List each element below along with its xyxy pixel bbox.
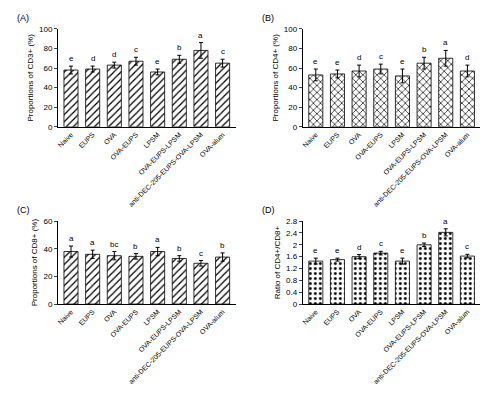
svg-text:OVA-alum: OVA-alum (443, 131, 471, 159)
svg-text:80: 80 (43, 44, 52, 53)
svg-text:e: e (313, 246, 318, 255)
svg-text:0: 0 (48, 300, 53, 309)
svg-text:OVA-alum: OVA-alum (198, 308, 226, 336)
svg-text:OVA-alum: OVA-alum (198, 131, 226, 159)
svg-text:60: 60 (43, 64, 52, 73)
svg-text:e: e (400, 246, 405, 255)
svg-text:OVA-EUPS-LPSM: OVA-EUPS-LPSM (382, 308, 427, 353)
svg-text:c: c (379, 239, 383, 248)
svg-text:a: a (198, 31, 203, 40)
svg-text:20: 20 (288, 103, 297, 112)
svg-text:b: b (220, 241, 225, 250)
svg-text:2.4: 2.4 (286, 229, 298, 238)
svg-text:2: 2 (293, 241, 298, 250)
svg-text:c: c (379, 52, 383, 61)
svg-text:c: c (465, 242, 469, 251)
svg-text:b: b (422, 45, 427, 54)
svg-text:0.8: 0.8 (286, 276, 298, 285)
svg-text:OVA-EUPS-LPSM: OVA-EUPS-LPSM (137, 131, 182, 176)
svg-text:0: 0 (293, 123, 298, 132)
svg-text:anti-DEC-205-EUPS-OVA-LPSM: anti-DEC-205-EUPS-OVA-LPSM (372, 131, 449, 208)
svg-text:a: a (443, 217, 448, 226)
svg-text:b: b (133, 242, 138, 251)
svg-text:2.8: 2.8 (286, 217, 298, 226)
svg-text:OVA-EUPS: OVA-EUPS (109, 131, 139, 161)
svg-text:anti-DEC-205-EUPS-OVA-LPSM: anti-DEC-205-EUPS-OVA-LPSM (127, 131, 204, 208)
svg-text:e: e (69, 54, 74, 63)
svg-text:Naive: Naive (57, 308, 75, 326)
svg-text:(D): (D) (262, 205, 275, 215)
svg-text:b: b (177, 244, 182, 253)
svg-text:OVA: OVA (102, 308, 117, 323)
svg-text:LPSM: LPSM (142, 308, 161, 327)
svg-text:d: d (91, 54, 95, 63)
svg-text:anti-DEC-205-EUPS-OVA-LPSM: anti-DEC-205-EUPS-OVA-LPSM (127, 308, 204, 385)
svg-text:Proportions of CD8+ (%): Proportions of CD8+ (%) (30, 219, 39, 307)
svg-text:40: 40 (43, 83, 52, 92)
svg-text:b: b (177, 43, 182, 52)
svg-text:b: b (422, 231, 427, 240)
svg-text:Ratio of CD4+/CD8+: Ratio of CD4+/CD8+ (273, 226, 282, 300)
svg-text:OVA-EUPS-LPSM: OVA-EUPS-LPSM (137, 308, 182, 353)
svg-text:d: d (357, 243, 361, 252)
svg-text:OVA: OVA (102, 131, 117, 146)
svg-text:d: d (357, 53, 361, 62)
svg-text:Naive: Naive (301, 308, 319, 326)
svg-text:40: 40 (288, 83, 297, 92)
svg-text:LPSM: LPSM (142, 131, 161, 150)
svg-text:e: e (335, 58, 340, 67)
svg-text:1.2: 1.2 (286, 264, 298, 273)
svg-text:OVA-EUPS: OVA-EUPS (354, 131, 384, 161)
svg-text:EUPS: EUPS (322, 308, 341, 327)
svg-text:OVA-EUPS-LPSM: OVA-EUPS-LPSM (382, 131, 427, 176)
svg-text:c: c (221, 47, 225, 56)
svg-text:d: d (465, 53, 469, 62)
svg-text:(B): (B) (262, 13, 274, 23)
svg-text:a: a (69, 234, 74, 243)
svg-text:Naive: Naive (301, 131, 319, 149)
svg-text:(A): (A) (17, 13, 29, 23)
svg-text:0: 0 (48, 123, 53, 132)
svg-text:bc: bc (110, 240, 118, 249)
svg-text:e: e (313, 57, 318, 66)
svg-text:20: 20 (43, 272, 52, 281)
svg-text:OVA-alum: OVA-alum (443, 308, 471, 336)
svg-text:e: e (155, 57, 160, 66)
svg-text:100: 100 (284, 25, 298, 34)
svg-text:EUPS: EUPS (77, 308, 96, 327)
svg-text:0: 0 (293, 300, 298, 309)
svg-text:20: 20 (43, 103, 52, 112)
svg-text:anti-DEC-205-EUPS-OVA-LPSM: anti-DEC-205-EUPS-OVA-LPSM (372, 308, 449, 385)
svg-text:LPSM: LPSM (387, 308, 406, 327)
svg-text:OVA-EUPS: OVA-EUPS (109, 308, 139, 338)
svg-text:60: 60 (288, 64, 297, 73)
svg-text:60: 60 (43, 217, 52, 226)
svg-text:OVA: OVA (347, 131, 362, 146)
svg-text:a: a (155, 235, 160, 244)
svg-text:1.6: 1.6 (286, 252, 298, 261)
svg-text:LPSM: LPSM (387, 131, 406, 150)
svg-text:d: d (112, 50, 116, 59)
svg-text:(C): (C) (17, 205, 30, 215)
svg-text:OVA-EUPS: OVA-EUPS (354, 308, 384, 338)
svg-text:100: 100 (39, 25, 53, 34)
svg-text:OVA: OVA (347, 308, 362, 323)
svg-text:0.4: 0.4 (286, 288, 298, 297)
svg-text:Proportions of CD4+ (%): Proportions of CD4+ (%) (271, 34, 280, 122)
svg-text:80: 80 (288, 44, 297, 53)
svg-text:Naive: Naive (57, 131, 75, 149)
svg-text:e: e (335, 246, 340, 255)
svg-text:e: e (400, 57, 405, 66)
svg-text:a: a (90, 238, 95, 247)
svg-text:40: 40 (43, 245, 52, 254)
svg-text:c: c (199, 249, 203, 258)
svg-text:a: a (443, 38, 448, 47)
svg-text:EUPS: EUPS (322, 131, 341, 150)
svg-text:c: c (134, 45, 138, 54)
svg-text:Proportions of CD3+ (%): Proportions of CD3+ (%) (26, 34, 35, 122)
svg-text:EUPS: EUPS (77, 131, 96, 150)
